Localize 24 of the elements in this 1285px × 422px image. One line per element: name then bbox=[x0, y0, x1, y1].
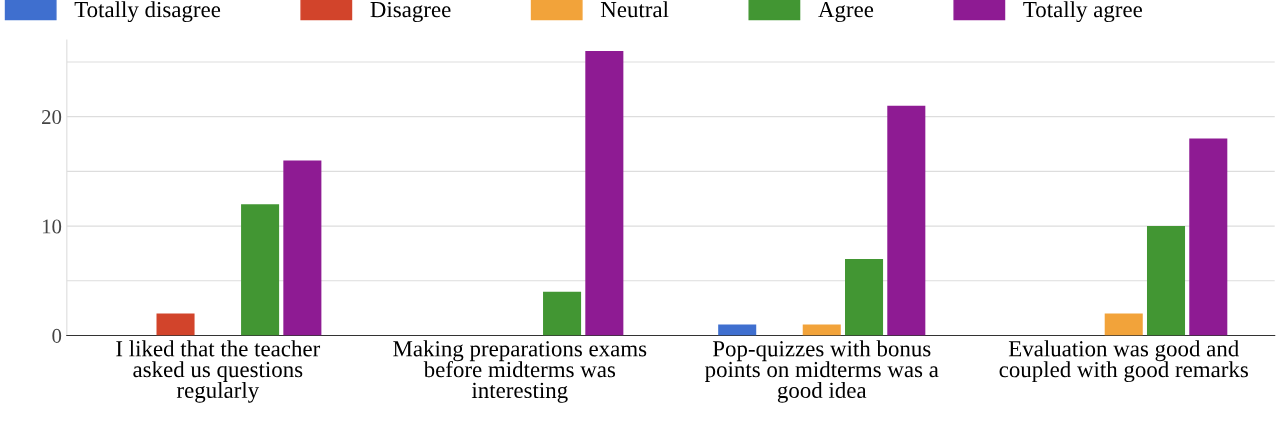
x-tick-label: I liked that the teacher asked us questions regularly bbox=[116, 340, 321, 403]
legend-label: Totally disagree bbox=[74, 1, 221, 23]
legend-label: Disagree bbox=[370, 1, 451, 23]
x-tick-label: Evaluation was good and coupled with good remarks bbox=[999, 340, 1248, 383]
bar bbox=[887, 105, 926, 336]
bar bbox=[156, 313, 195, 336]
x-tick-label: Pop-quizzes with bonus points on midterms was a good idea bbox=[705, 340, 939, 403]
y-tick-label: 0 bbox=[52, 328, 62, 343]
bar bbox=[283, 160, 322, 336]
y-tick-label: 20 bbox=[42, 110, 62, 125]
legend-label: Agree bbox=[818, 1, 874, 23]
x-tick-label: Making preparations exams before midterms was interesting bbox=[393, 340, 647, 403]
bar bbox=[1146, 226, 1186, 336]
bar bbox=[718, 324, 757, 336]
bar bbox=[241, 204, 280, 336]
bar bbox=[1189, 138, 1228, 336]
bar bbox=[802, 324, 841, 336]
bar bbox=[585, 51, 624, 336]
y-tick-label: 10 bbox=[42, 219, 62, 234]
legend-label: Totally agree bbox=[1023, 1, 1142, 23]
bar bbox=[845, 258, 884, 336]
legend-label: Neutral bbox=[600, 1, 669, 18]
bar bbox=[543, 291, 582, 336]
bar bbox=[1104, 313, 1143, 336]
